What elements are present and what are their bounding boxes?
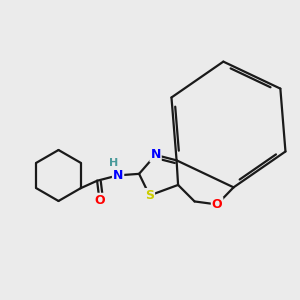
Text: N: N bbox=[113, 169, 123, 182]
Text: H: H bbox=[109, 158, 118, 168]
Text: S: S bbox=[145, 189, 154, 202]
Text: N: N bbox=[150, 148, 161, 161]
Text: O: O bbox=[212, 198, 222, 211]
Text: O: O bbox=[94, 194, 105, 207]
